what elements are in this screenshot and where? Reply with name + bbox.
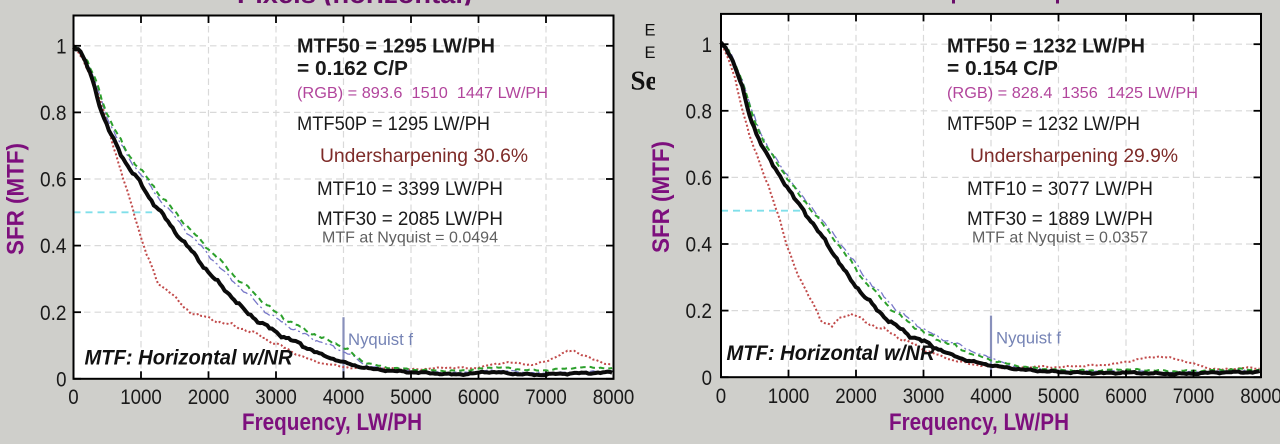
svg-text:0: 0: [716, 385, 726, 408]
svg-text:MTF50P = 1295 LW/PH: MTF50P = 1295 LW/PH: [297, 114, 490, 135]
svg-text:Undersharpening 30.6%: Undersharpening 30.6%: [320, 146, 528, 167]
svg-text:0.4: 0.4: [686, 234, 713, 257]
svg-text:8000: 8000: [1240, 385, 1280, 408]
svg-text:MTF at Nyquist = 0.0494: MTF at Nyquist = 0.0494: [322, 230, 498, 247]
svg-text:Se: Se: [631, 66, 658, 96]
svg-text:MTF10 = 3399 LW/PH: MTF10 = 3399 LW/PH: [317, 179, 503, 200]
svg-text:MTF10 = 3077 LW/PH: MTF10 = 3077 LW/PH: [967, 179, 1153, 200]
svg-text:0.8: 0.8: [40, 102, 67, 125]
svg-text:MTF: Horizontal w/NR: MTF: Horizontal w/NR: [85, 347, 294, 370]
svg-text:Nyquist f: Nyquist f: [348, 331, 413, 349]
svg-text:3000: 3000: [255, 386, 297, 409]
svg-text:1: 1: [702, 34, 712, 57]
svg-text:0.6: 0.6: [686, 167, 713, 190]
svg-text:Undersharpening 29.9%: Undersharpening 29.9%: [970, 146, 1178, 167]
svg-text:0: 0: [56, 368, 66, 391]
svg-text:E: E: [645, 44, 656, 62]
svg-text:2000: 2000: [188, 386, 230, 409]
svg-text:0.2: 0.2: [40, 302, 67, 325]
svg-text:MTF30 = 2085 LW/PH: MTF30 = 2085 LW/PH: [317, 209, 503, 230]
svg-text:MTF: Horizontal w/NR: MTF: Horizontal w/NR: [727, 342, 936, 365]
svg-text:1000: 1000: [120, 386, 162, 409]
svg-text:2000: 2000: [835, 385, 877, 408]
svg-text:0.6: 0.6: [40, 169, 67, 192]
svg-text:5000: 5000: [1038, 385, 1080, 408]
svg-text:Frequency, LW/PH: Frequency, LW/PH: [889, 409, 1069, 436]
svg-text:5000: 5000: [390, 386, 432, 409]
svg-text:MTF at Nyquist = 0.0357: MTF at Nyquist = 0.0357: [972, 230, 1148, 247]
svg-text:1000: 1000: [768, 385, 810, 408]
svg-text:1: 1: [56, 35, 66, 58]
svg-text:Frequency, LW/PH: Frequency, LW/PH: [242, 409, 422, 436]
svg-text:SFR (MTF): SFR (MTF): [3, 143, 30, 255]
svg-text:MTF50 = 1232 LW/PH: MTF50 = 1232 LW/PH: [947, 35, 1145, 58]
svg-text:4000: 4000: [323, 386, 365, 409]
svg-text:8000: 8000: [593, 386, 635, 409]
svg-text:0: 0: [68, 386, 78, 409]
svg-text:E: E: [645, 22, 656, 40]
svg-text:0: 0: [702, 367, 712, 390]
svg-text:Pixels (horizontal): Pixels (horizontal): [237, 0, 472, 9]
svg-text:3000: 3000: [903, 385, 945, 408]
svg-text:0.8: 0.8: [686, 100, 713, 123]
svg-text:0.4: 0.4: [40, 235, 67, 258]
svg-text:Nyquist f: Nyquist f: [996, 330, 1061, 348]
svg-text:(RGB) = 828.4 1356 1425 LW/P: (RGB) = 828.4 1356 1425 LW/PH: [947, 85, 1198, 102]
svg-text:6000: 6000: [1105, 385, 1147, 408]
svg-text:= 0.154 C/P: = 0.154 C/P: [947, 57, 1058, 80]
svg-text:6000: 6000: [458, 386, 500, 409]
svg-text:SFR (MTF): SFR (MTF): [648, 141, 675, 253]
svg-text:MTF50 = 1295 LW/PH: MTF50 = 1295 LW/PH: [297, 35, 495, 58]
svg-text:7000: 7000: [1173, 385, 1215, 408]
svg-text:(RGB) = 893.6 1510 1447 LW/P: (RGB) = 893.6 1510 1447 LW/PH: [297, 85, 548, 102]
svg-text:4000: 4000: [970, 385, 1012, 408]
svg-text:MTF50P = 1232 LW/PH: MTF50P = 1232 LW/PH: [947, 114, 1140, 135]
svg-text:MTF30 = 1889 LW/PH: MTF30 = 1889 LW/PH: [967, 209, 1153, 230]
svg-text:7000: 7000: [525, 386, 567, 409]
svg-text:0.2: 0.2: [686, 300, 713, 323]
svg-text:= 0.162 C/P: = 0.162 C/P: [297, 57, 408, 80]
